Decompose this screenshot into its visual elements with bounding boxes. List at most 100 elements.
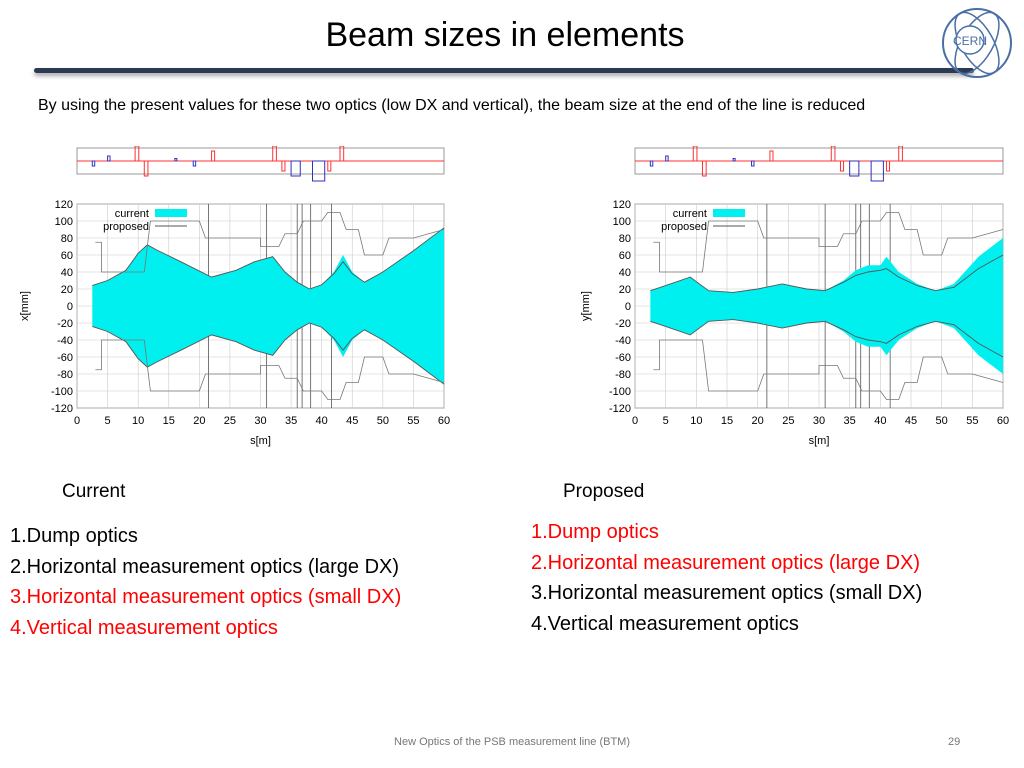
magnet-element bbox=[839, 160, 845, 172]
y-tick-label: 60 bbox=[619, 250, 631, 262]
magnet-element bbox=[751, 160, 755, 167]
magnet-element bbox=[870, 160, 884, 182]
magnet-element bbox=[769, 150, 774, 162]
beam-size-chart-horizontal: 0 5 10 15 20 25 30 35 40 45 50 55 60120100806040200-… bbox=[19, 146, 450, 447]
y-tick-label: 40 bbox=[61, 267, 73, 279]
magnet-element bbox=[327, 160, 332, 172]
x-tick-label: 25 bbox=[224, 415, 236, 427]
page-number: 29 bbox=[948, 736, 961, 748]
x-tick-label: 50 bbox=[377, 415, 389, 427]
x-tick-label: 60 bbox=[438, 415, 450, 427]
column-heading-current: Current bbox=[62, 481, 126, 502]
magnet-element bbox=[107, 155, 111, 162]
magnet-element bbox=[849, 160, 860, 177]
magnet-element bbox=[192, 160, 197, 167]
x-tick-label: 30 bbox=[813, 415, 825, 427]
y-tick-label: 0 bbox=[625, 301, 631, 313]
x-tick-label: 35 bbox=[285, 415, 297, 427]
aperture-upper bbox=[95, 212, 445, 273]
magnet-element bbox=[665, 155, 669, 162]
x-tick-label: 55 bbox=[966, 415, 978, 427]
magnet-element bbox=[272, 146, 277, 162]
y-tick-label: 80 bbox=[61, 233, 73, 245]
x-tick-label: 45 bbox=[346, 415, 358, 427]
x-tick-label: 55 bbox=[407, 415, 419, 427]
y-tick-label: -20 bbox=[615, 318, 631, 330]
list-item: 2.Horizontal measurement optics (large D… bbox=[10, 555, 400, 578]
magnet-element bbox=[143, 160, 149, 177]
magnet-element bbox=[649, 160, 654, 167]
footer-title: New Optics of the PSB measurement line (… bbox=[394, 736, 630, 748]
x-tick-label: 35 bbox=[844, 415, 856, 427]
series-proposed-lower bbox=[650, 319, 1004, 358]
x-tick-label: 0 bbox=[74, 415, 80, 427]
y-tick-label: 100 bbox=[55, 216, 73, 228]
x-axis-label: s[m] bbox=[809, 435, 830, 447]
magnet-element bbox=[134, 146, 140, 162]
magnet-element bbox=[692, 146, 698, 162]
title-divider bbox=[34, 68, 974, 73]
x-tick-label: 40 bbox=[874, 415, 886, 427]
magnet-element bbox=[311, 160, 326, 182]
series-current-envelope bbox=[92, 227, 445, 385]
y-tick-label: 120 bbox=[613, 199, 631, 211]
magnet-element bbox=[830, 146, 836, 162]
magnet-element bbox=[701, 160, 707, 177]
x-tick-label: 30 bbox=[254, 415, 266, 427]
magnet-element bbox=[898, 146, 903, 162]
magnet-element bbox=[91, 160, 96, 167]
beam-size-chart-vertical: 0 5 10 15 20 25 30 35 40 45 50 55 60120100806040200-… bbox=[580, 146, 1009, 447]
series-proposed-upper bbox=[92, 227, 445, 290]
list-item: 3.Horizontal measurement optics (small D… bbox=[10, 586, 402, 608]
y-tick-label: 0 bbox=[67, 301, 73, 313]
y-tick-label: -60 bbox=[615, 352, 631, 364]
legend-label-current: current bbox=[673, 208, 707, 220]
series-proposed-lower bbox=[92, 322, 445, 385]
list-item: 4.Vertical measurement optics bbox=[531, 612, 799, 635]
x-tick-label: 40 bbox=[316, 415, 328, 427]
magnet-element bbox=[174, 158, 178, 162]
optics-list-proposed: 1.Dump optics 2.Horizontal measurement o… bbox=[531, 517, 922, 639]
x-tick-label: 50 bbox=[936, 415, 948, 427]
x-tick-label: 45 bbox=[905, 415, 917, 427]
y-tick-label: -120 bbox=[609, 403, 631, 415]
magnet-element bbox=[339, 146, 345, 162]
x-tick-label: 60 bbox=[997, 415, 1009, 427]
legend-swatch-current bbox=[713, 209, 745, 217]
optics-list-current: 1.Dump optics 2.Horizontal measurement o… bbox=[10, 521, 401, 643]
intro-text: By using the present values for these tw… bbox=[38, 97, 866, 114]
x-tick-label: 15 bbox=[721, 415, 733, 427]
magnet-element bbox=[281, 160, 286, 172]
magnet-element bbox=[732, 158, 736, 162]
y-tick-label: -80 bbox=[57, 369, 73, 381]
y-tick-label: -100 bbox=[609, 386, 631, 398]
x-tick-label: 25 bbox=[782, 415, 794, 427]
x-tick-label: 5 bbox=[105, 415, 111, 427]
legend-label-proposed: proposed bbox=[661, 221, 707, 233]
y-tick-label: -60 bbox=[57, 352, 73, 364]
cern-logo-text: CERN bbox=[953, 34, 987, 48]
y-axis-label: x[mm] bbox=[19, 291, 31, 321]
x-tick-label: 0 bbox=[632, 415, 638, 427]
slide-title: Beam sizes in elements bbox=[325, 16, 685, 54]
y-tick-label: 20 bbox=[619, 284, 631, 296]
y-axis-label: y[mm] bbox=[580, 291, 592, 321]
x-tick-label: 10 bbox=[690, 415, 702, 427]
x-tick-label: 10 bbox=[132, 415, 144, 427]
legend-label-proposed: proposed bbox=[103, 221, 149, 233]
aperture-lower bbox=[95, 339, 445, 400]
series-proposed-upper bbox=[650, 254, 1004, 293]
aperture-lower bbox=[653, 339, 1004, 400]
x-tick-label: 5 bbox=[663, 415, 669, 427]
cern-logo: CERN bbox=[942, 8, 1012, 78]
y-tick-label: -100 bbox=[51, 386, 73, 398]
y-tick-label: 80 bbox=[619, 233, 631, 245]
magnet-element bbox=[885, 160, 891, 172]
y-tick-label: 120 bbox=[55, 199, 73, 211]
series-current-envelope bbox=[650, 238, 1003, 374]
list-item: 3.Horizontal measurement optics (small D… bbox=[531, 582, 923, 604]
magnet-element bbox=[290, 160, 301, 177]
list-item: 2.Horizontal measurement optics (large D… bbox=[531, 551, 921, 574]
y-tick-label: 20 bbox=[61, 284, 73, 296]
x-tick-label: 15 bbox=[163, 415, 175, 427]
